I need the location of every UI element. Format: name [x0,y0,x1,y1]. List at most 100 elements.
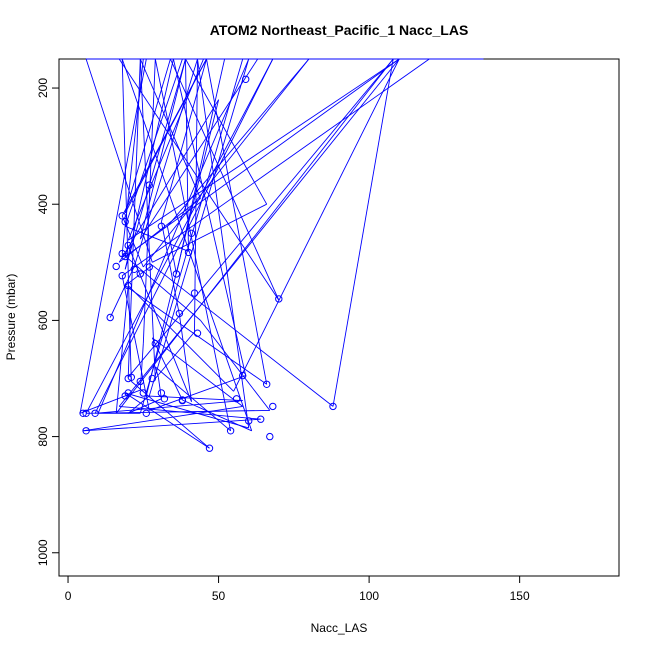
series-segment [115,285,129,414]
series-segment [124,58,183,227]
data-point [118,212,126,220]
data-point [266,432,274,441]
series-segment [83,405,243,432]
series-segment [97,58,250,414]
x-tick-label: 0 [65,589,72,603]
series-segment [151,337,183,401]
data-point [184,248,193,257]
series-segment [206,58,268,385]
data-point [232,395,241,403]
series-segment [139,343,144,391]
series-segment [194,58,198,333]
x-axis-label: Nacc_LAS [311,621,368,635]
chart-title: ATOM2 Northeast_Pacific_1 Nacc_LAS [210,22,469,38]
series-segment [127,395,150,414]
series-segment [109,266,135,318]
x-tick-label: 100 [359,589,379,603]
series-segment [139,58,156,379]
x-tick-label: 150 [510,589,530,603]
series-segment [154,58,232,431]
series-segment [79,389,141,414]
y-tick-label: 400 [36,194,50,214]
series-segment [152,337,243,407]
series-segment [121,253,201,321]
series-segment [124,285,267,385]
data-point [139,389,148,397]
series-segment [127,245,192,402]
series-segment [127,58,204,241]
series-segment [139,58,201,199]
data-point [124,241,132,250]
series-segment [127,58,400,241]
y-tick-label: 600 [36,310,50,330]
series-segment [115,58,394,414]
series-segment [332,58,394,407]
y-tick-label: 1000 [36,539,50,566]
series-segment [142,58,156,344]
plot-area [58,58,620,577]
series-segment [124,58,186,270]
data-point [151,339,160,348]
data-point [121,252,129,261]
series-segment [172,58,247,376]
data-point [172,270,181,278]
y-axis-label: Pressure (mbar) [4,274,18,361]
data-point [157,222,166,231]
series-segment [185,58,268,205]
data-point [157,389,166,397]
data-point [79,409,87,417]
series-segment [127,58,141,378]
data-point [82,427,90,435]
series-segment [139,58,186,240]
series-segment [166,226,177,274]
series-segment [127,285,234,392]
series-segment [160,221,180,315]
data-point [178,396,187,405]
data-point [205,444,214,452]
series-segment [118,58,400,407]
data-point [187,229,196,238]
data-point [121,218,129,226]
data-point [329,402,337,411]
series-segment [121,58,430,277]
data-point [175,309,184,318]
data-point [245,417,253,425]
data-point [124,281,132,290]
series-segment [152,264,334,407]
data-point [269,402,277,411]
series-segment [119,405,261,420]
data-point [190,289,199,297]
data-point [145,263,154,271]
series-segment [178,314,192,402]
data-point [239,371,247,380]
series-segment [95,400,243,414]
series-segment [157,377,162,399]
series-segment [155,366,231,432]
data-point [136,270,145,278]
series-segment [154,366,159,378]
series-segment [124,58,171,214]
data-point [118,272,126,280]
series-segment [154,331,195,379]
x-axis: 0 50 100 150 [65,575,530,603]
series-segment [125,225,189,252]
data-point [193,329,202,337]
data-point [82,409,90,417]
series-segment [142,58,310,268]
data-point [226,427,235,435]
data-point [275,295,283,303]
series-segment [139,58,259,240]
data-point [124,389,132,397]
series-segment [79,58,147,414]
data-point [142,409,151,417]
data-point [263,380,271,388]
series-segment [118,58,280,301]
y-tick-label: 800 [36,426,50,446]
series-segment [124,392,210,449]
data-point [130,265,139,273]
series-segment [94,58,274,414]
series-segment [128,398,162,414]
series-segment [124,58,400,257]
data-point [242,75,250,84]
series-segment [127,58,394,378]
